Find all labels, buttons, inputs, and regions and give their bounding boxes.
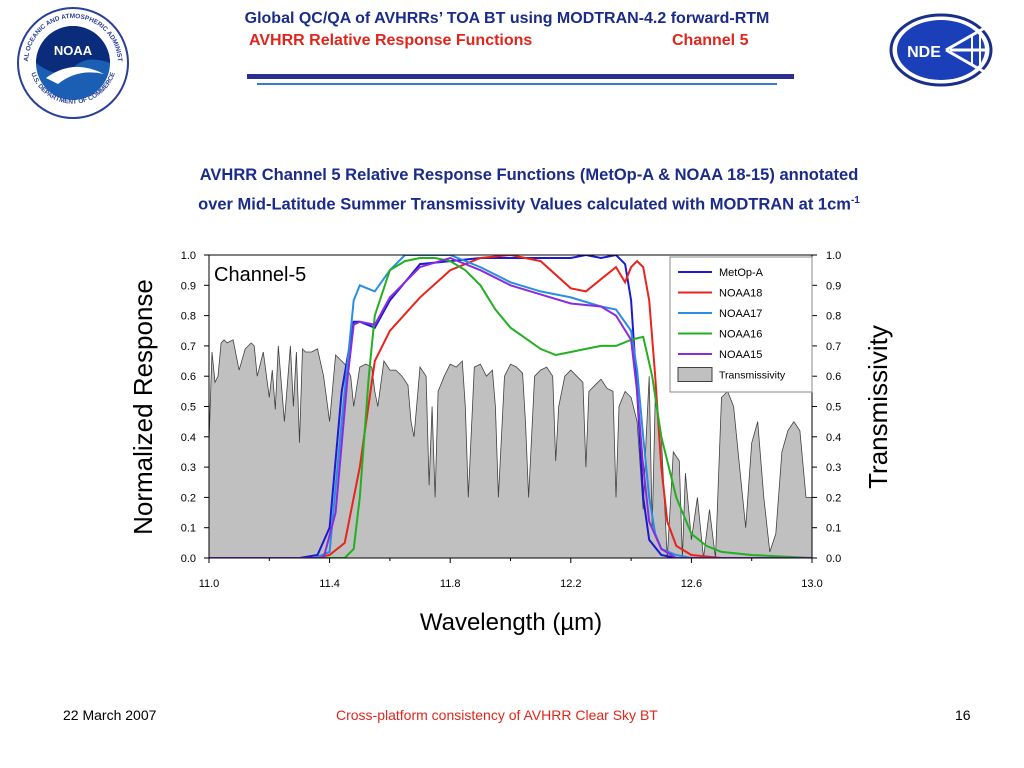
chart-caption-line1: AVHRR Channel 5 Relative Response Functi… xyxy=(199,166,859,184)
y2-tick-label: 1.0 xyxy=(826,250,841,262)
y-tick-label: 0.7 xyxy=(181,341,196,353)
y2-tick-label: 0.9 xyxy=(826,280,841,292)
nde-logo-text: NDE xyxy=(907,44,941,61)
channel-label: Channel 5 xyxy=(672,32,749,49)
series-line-noaa17 xyxy=(209,255,812,558)
series-line-noaa16 xyxy=(209,257,812,558)
y2-tick-label: 0.0 xyxy=(826,553,841,565)
x-tick-label: 11.4 xyxy=(319,578,340,590)
y-axis-label: Normalized Response xyxy=(128,279,158,535)
y-tick-label: 0.5 xyxy=(181,402,196,414)
slide-title: Global QC/QA of AVHRRs’ TOA BT using MOD… xyxy=(244,10,770,27)
x-tick-label: 13.0 xyxy=(801,578,822,590)
series-line-noaa15 xyxy=(209,256,812,558)
y-tick-label: 0.0 xyxy=(181,553,196,565)
y2-tick-label: 0.3 xyxy=(826,462,841,474)
x-tick-label: 12.6 xyxy=(681,578,702,590)
y-tick-label: 1.0 xyxy=(181,250,196,262)
y2-axis-label: Transmissivity xyxy=(863,325,893,489)
y2-tick-label: 0.1 xyxy=(826,523,841,535)
y2-tick-label: 0.2 xyxy=(826,492,841,504)
y-tick-label: 0.4 xyxy=(181,432,196,444)
legend-label: NOAA18 xyxy=(719,288,762,300)
legend-label: NOAA15 xyxy=(719,349,762,361)
chart-caption-superscript: -1 xyxy=(850,195,860,206)
y-tick-label: 0.3 xyxy=(181,462,196,474)
y2-tick-label: 0.8 xyxy=(826,311,841,323)
y-tick-label: 0.2 xyxy=(181,492,196,504)
chart-caption-line2: over Mid-Latitude Summer Transmissivity … xyxy=(198,195,860,214)
legend-label: NOAA17 xyxy=(719,308,762,320)
header-rule-light xyxy=(257,83,777,85)
y2-tick-label: 0.4 xyxy=(826,432,841,444)
y2-tick-label: 0.7 xyxy=(826,341,841,353)
x-axis-label: Wavelength (µm) xyxy=(420,609,602,636)
y-tick-label: 0.1 xyxy=(181,523,196,535)
header-rule-dark xyxy=(247,74,794,79)
legend-label: MetOp-A xyxy=(719,267,764,279)
channel-annotation: Channel-5 xyxy=(214,264,306,286)
y2-tick-label: 0.6 xyxy=(826,371,841,383)
noaa-logo: NOAA NATIONAL OCEANIC AND ATMOSPHERIC AD… xyxy=(16,6,129,119)
x-tick-label: 11.0 xyxy=(199,578,220,590)
nde-logo: NDE xyxy=(889,13,993,87)
footer-title: Cross-platform consistency of AVHRR Clea… xyxy=(336,707,658,723)
y-tick-label: 0.6 xyxy=(181,371,196,383)
y-tick-label: 0.8 xyxy=(181,311,196,323)
legend-swatch xyxy=(677,367,713,382)
legend-label: NOAA16 xyxy=(719,329,762,341)
slide-subtitle: AVHRR Relative Response Functions xyxy=(249,32,533,49)
series-line-metop-a xyxy=(209,255,812,558)
x-tick-label: 12.2 xyxy=(560,578,581,590)
chart-caption: AVHRR Channel 5 Relative Response Functi… xyxy=(100,163,958,218)
y2-tick-label: 0.5 xyxy=(826,402,841,414)
footer-date: 22 March 2007 xyxy=(63,707,157,723)
legend-label: Transmissivity xyxy=(719,370,786,382)
y-tick-label: 0.9 xyxy=(181,280,196,292)
page-number: 16 xyxy=(955,707,971,723)
series-line-noaa18 xyxy=(209,255,812,558)
x-tick-label: 11.8 xyxy=(440,578,461,590)
noaa-logo-text: NOAA xyxy=(54,43,93,58)
